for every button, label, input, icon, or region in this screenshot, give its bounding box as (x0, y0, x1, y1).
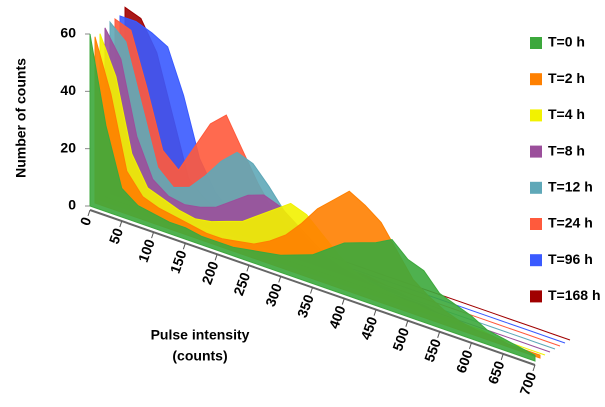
x-tick (119, 220, 123, 228)
x-tick (278, 276, 282, 283)
legend-swatch (530, 254, 542, 267)
x-tick-label: 600 (453, 347, 476, 375)
x-tick-label: 500 (389, 325, 412, 353)
x-tick (468, 342, 472, 350)
x-tick-label: 250 (230, 270, 253, 298)
legend-label: T=0 h (548, 34, 585, 50)
x-tick (310, 287, 313, 294)
x-tick (87, 209, 91, 217)
legend-label: T=24 h (548, 215, 593, 231)
x-tick-label: 0 (77, 215, 95, 228)
x-tick-label: 650 (484, 359, 507, 387)
x-tick (437, 331, 441, 338)
x-tick (341, 298, 345, 305)
y-tick-label: 40 (60, 82, 76, 98)
x-tick-label: 700 (516, 370, 539, 398)
x-tick (151, 231, 155, 239)
y-tick-label: 20 (60, 139, 76, 155)
x-tick-label: 100 (135, 237, 158, 265)
legend-swatch (530, 37, 542, 49)
x-tick (500, 353, 504, 361)
legend-label: T=12 h (548, 179, 593, 195)
legend-label: T=4 h (548, 106, 585, 122)
x-tick (214, 254, 218, 261)
x-tick (405, 320, 409, 327)
x-tick-label: 200 (198, 259, 221, 287)
x-tick (532, 364, 536, 372)
legend-swatch (530, 218, 542, 230)
x-tick-label: 550 (421, 336, 444, 364)
x-tick-label: 300 (262, 281, 285, 309)
y-tick-label: 60 (60, 25, 76, 41)
x-tick-label: 350 (294, 292, 317, 320)
x-tick (246, 265, 250, 272)
legend-label: T=8 h (548, 142, 585, 158)
legend-swatch (530, 290, 542, 303)
x-tick-label: 400 (326, 303, 349, 331)
legend-label: T=2 h (548, 70, 585, 86)
x-tick-label: 150 (167, 248, 190, 276)
legend-swatch (530, 109, 542, 122)
x-tick-label: 450 (357, 314, 380, 342)
legend-swatch (530, 145, 542, 158)
y-tick-label: 0 (68, 197, 76, 213)
legend-swatch (530, 181, 542, 194)
x-tick (182, 243, 186, 250)
legend-label: T=96 h (548, 251, 593, 267)
x-axis-label: (counts) (172, 348, 227, 364)
legend-label: T=168 h (548, 287, 601, 303)
legend-swatch (530, 73, 542, 86)
x-tick (373, 309, 377, 316)
area (89, 33, 536, 362)
x-axis-label: Pulse intensity (151, 327, 250, 343)
y-axis-label: Number of counts (13, 58, 29, 178)
x-tick-label: 50 (106, 226, 126, 246)
